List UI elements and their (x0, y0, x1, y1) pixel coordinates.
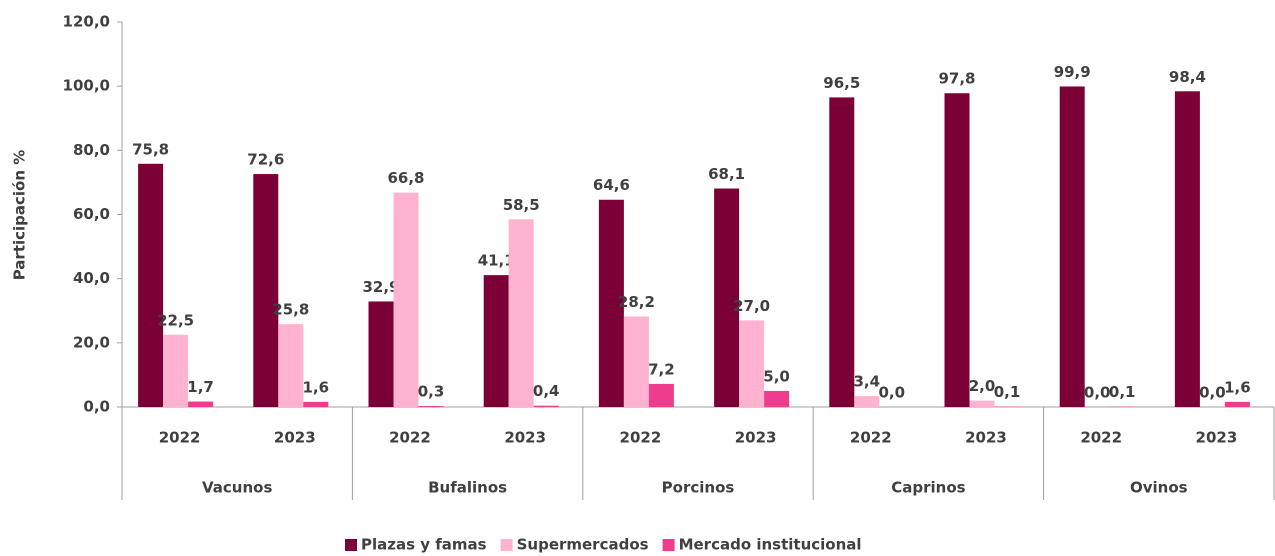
y-tick-label: 120,0 (63, 13, 110, 31)
bar (1059, 86, 1085, 408)
group-label: Porcinos (662, 479, 735, 497)
group-label: Ovinos (1130, 479, 1188, 497)
bar (764, 390, 790, 407)
data-label: 68,1 (708, 165, 745, 183)
x-tick-label: 2023 (274, 429, 316, 447)
y-axis-title: Participación % (11, 150, 29, 281)
x-tick-label: 2022 (389, 429, 431, 447)
data-label: 0,0 (879, 384, 906, 402)
data-label: 96,5 (823, 74, 860, 92)
bar (278, 324, 304, 407)
data-label: 41,1 (478, 252, 515, 270)
data-label: 1,7 (187, 378, 214, 396)
group-label: Vacunos (202, 479, 272, 497)
legend-label: Plazas y famas (361, 536, 487, 554)
x-tick-label: 2023 (735, 429, 777, 447)
y-tick-label: 60,0 (73, 205, 110, 223)
bar (739, 320, 765, 407)
data-label: 25,8 (272, 301, 309, 319)
legend-label: Mercado institucional (679, 536, 862, 554)
x-tick-label: 2022 (1080, 429, 1122, 447)
data-label: 75,8 (132, 140, 169, 158)
legend-swatch (500, 539, 513, 551)
bar (138, 163, 164, 407)
data-label: 5,0 (763, 367, 790, 385)
data-label: 97,8 (938, 70, 975, 88)
bar (508, 219, 534, 407)
y-tick-label: 80,0 (73, 141, 110, 159)
data-label: 72,6 (247, 151, 284, 169)
bar (393, 192, 419, 407)
data-label: 0,0 (1084, 384, 1111, 402)
data-label: 98,4 (1169, 68, 1206, 86)
data-label: 32,9 (362, 278, 399, 296)
bar (253, 174, 279, 407)
bar (944, 93, 970, 407)
bar (854, 396, 880, 407)
x-tick-label: 2022 (620, 429, 662, 447)
bar (533, 405, 559, 407)
bar (969, 400, 995, 407)
group-label: Bufalinos (428, 479, 507, 497)
data-label: 66,8 (387, 169, 424, 187)
legend-label: Supermercados (517, 536, 649, 554)
legend-swatch (662, 539, 675, 551)
data-label: 2,0 (969, 377, 996, 395)
x-tick-label: 2023 (965, 429, 1007, 447)
x-tick-label: 2023 (504, 429, 546, 447)
data-label: 28,2 (618, 293, 655, 311)
legend-swatch (345, 539, 357, 551)
data-label: 0,1 (1109, 383, 1136, 401)
y-tick-label: 100,0 (63, 77, 110, 95)
bar (1174, 91, 1200, 408)
bar (648, 383, 674, 407)
data-label: 0,4 (533, 382, 560, 400)
data-label: 64,6 (593, 176, 630, 194)
bar (598, 199, 624, 407)
data-label: 99,9 (1054, 63, 1091, 81)
y-tick-label: 0,0 (83, 398, 110, 416)
data-label: 0,3 (418, 383, 445, 401)
bar (623, 316, 649, 407)
bar (483, 275, 509, 407)
x-tick-label: 2022 (850, 429, 892, 447)
data-label: 0,1 (994, 383, 1021, 401)
x-tick-label: 2022 (159, 429, 201, 447)
bar (714, 188, 740, 407)
y-tick-label: 40,0 (73, 269, 110, 287)
data-label: 27,0 (733, 297, 770, 315)
bar (829, 97, 855, 407)
bar (163, 334, 189, 407)
data-label: 22,5 (157, 311, 194, 329)
data-label: 7,2 (648, 360, 675, 378)
data-label: 1,6 (303, 378, 330, 396)
bar (418, 406, 444, 407)
y-tick-label: 20,0 (73, 333, 110, 351)
data-label: 1,6 (1224, 378, 1251, 396)
bar (368, 301, 394, 407)
bar (303, 401, 329, 407)
x-tick-label: 2023 (1196, 429, 1238, 447)
bar (1224, 401, 1250, 407)
data-label: 3,4 (854, 373, 881, 391)
group-label: Caprinos (891, 479, 965, 497)
data-label: 58,5 (503, 196, 540, 214)
bar (188, 401, 214, 407)
data-label: 0,0 (1199, 384, 1226, 402)
